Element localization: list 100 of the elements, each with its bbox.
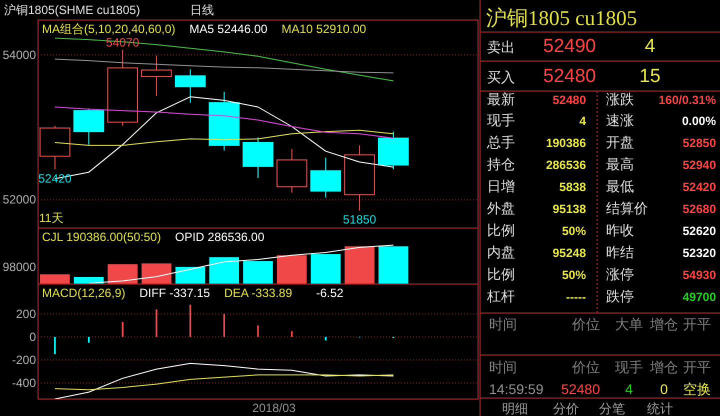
text: 52480 xyxy=(561,381,600,397)
candlestick xyxy=(174,68,206,104)
text: 开盘 xyxy=(606,134,634,150)
text: 开平 xyxy=(683,359,711,375)
annotation: -6.52 xyxy=(316,286,344,300)
text: 49700 xyxy=(682,290,716,304)
text: 速涨 xyxy=(606,112,634,128)
chart-subtitle: 日线 xyxy=(190,3,214,17)
text: 统计 xyxy=(647,401,673,416)
text: 286536 xyxy=(546,158,586,172)
text: 比例 xyxy=(487,222,515,238)
text: DIFF -337.15 xyxy=(139,286,210,300)
text: ----- xyxy=(566,290,586,304)
text: 52850 xyxy=(682,136,716,150)
text: MA10 52910.00 xyxy=(281,22,367,36)
annotation: 51850 xyxy=(342,212,377,227)
y-tick-label: 200 xyxy=(16,306,36,321)
bar xyxy=(108,264,138,284)
candlestick xyxy=(141,55,172,97)
text: 最高 xyxy=(606,156,634,172)
line-series xyxy=(54,58,394,74)
text: 4 xyxy=(579,114,586,128)
line-series xyxy=(54,38,394,82)
text: 50% xyxy=(562,224,586,238)
text: 160/0.31% xyxy=(658,93,716,107)
text: 外盘 xyxy=(487,200,515,216)
text: 52680 xyxy=(682,202,716,216)
annotation: 52420 xyxy=(38,171,72,186)
y-tick-label: 0 xyxy=(29,330,36,344)
bar xyxy=(344,246,374,284)
text: 大单 xyxy=(615,316,643,332)
bar xyxy=(175,266,206,284)
text: 增仓 xyxy=(649,359,678,375)
text: 昨收 xyxy=(606,222,634,238)
bar xyxy=(40,274,70,284)
bar xyxy=(142,263,172,284)
text: 价位 xyxy=(571,359,600,375)
y-tick-label: -400 xyxy=(12,376,36,390)
text: 杠杆 xyxy=(486,288,515,304)
text: 比例 xyxy=(487,266,515,282)
candlestick xyxy=(276,148,308,193)
legend-title: MACD(12,26,9) xyxy=(42,286,126,300)
candlestick xyxy=(107,49,138,126)
x-axis-title: 2018/03 xyxy=(252,401,296,415)
text: 价位 xyxy=(571,316,600,332)
candlestick xyxy=(310,157,342,198)
candlestick xyxy=(344,144,375,212)
text: 结算价 xyxy=(606,200,648,216)
text: 95248 xyxy=(552,246,586,260)
text: 0 xyxy=(660,381,668,397)
text: 52620 xyxy=(682,224,716,238)
text: MA5 52446.00 xyxy=(189,22,268,36)
text: 总手 xyxy=(486,134,515,150)
text: 增仓 xyxy=(649,316,678,332)
text: 明细 xyxy=(502,401,528,416)
bar xyxy=(243,261,273,284)
text: 涨停 xyxy=(606,266,634,282)
text: 分笔 xyxy=(599,401,625,416)
text: 15 xyxy=(639,66,661,87)
text: 昨结 xyxy=(606,244,634,260)
text: 时间 xyxy=(489,359,517,375)
y-tick-label: 52000 xyxy=(2,192,36,207)
text: 52480 xyxy=(543,66,596,87)
text: 买入 xyxy=(487,69,515,85)
text: 涨跌 xyxy=(606,91,634,107)
bar xyxy=(310,254,341,284)
text: 跌停 xyxy=(606,288,634,304)
text: 现手 xyxy=(487,112,515,128)
text: 52480 xyxy=(552,93,586,107)
bar xyxy=(209,257,240,284)
text: 最低 xyxy=(606,178,634,194)
chart-title: 沪铜1805(SHME cu1805) xyxy=(4,3,140,17)
text: 现手 xyxy=(615,359,643,375)
text: 52490 xyxy=(543,36,596,57)
text: 持仓 xyxy=(487,156,515,172)
text: 190386 xyxy=(546,136,586,150)
y-tick-label: 54000 xyxy=(2,48,36,62)
text: 分价 xyxy=(553,401,579,416)
text: 开平 xyxy=(683,316,711,332)
bar xyxy=(276,255,307,284)
text: 52420 xyxy=(682,180,716,194)
text: 50% xyxy=(562,268,586,282)
line-series xyxy=(54,362,394,399)
text: 4 xyxy=(644,36,656,57)
bar xyxy=(378,246,408,284)
text: 时间 xyxy=(489,316,517,332)
candlestick xyxy=(208,91,240,151)
legend-title: MA组合(5,10,20,40,60,0) xyxy=(42,22,176,36)
text: DEA -333.89 xyxy=(224,286,292,300)
text: 0.00% xyxy=(682,114,716,128)
text: 最新 xyxy=(487,91,515,107)
legend-title: CJL 190386.00(50:50) xyxy=(42,230,161,244)
series-label: OPID 286536.00 xyxy=(174,230,265,244)
text: 52320 xyxy=(682,246,716,260)
text: 4 xyxy=(625,381,634,397)
text: 日增 xyxy=(487,178,515,194)
text: 95138 xyxy=(552,202,586,216)
text: 沪铜1805 cu1805 xyxy=(486,6,638,30)
text: 卖出 xyxy=(487,39,515,55)
text: 54930 xyxy=(682,268,716,282)
